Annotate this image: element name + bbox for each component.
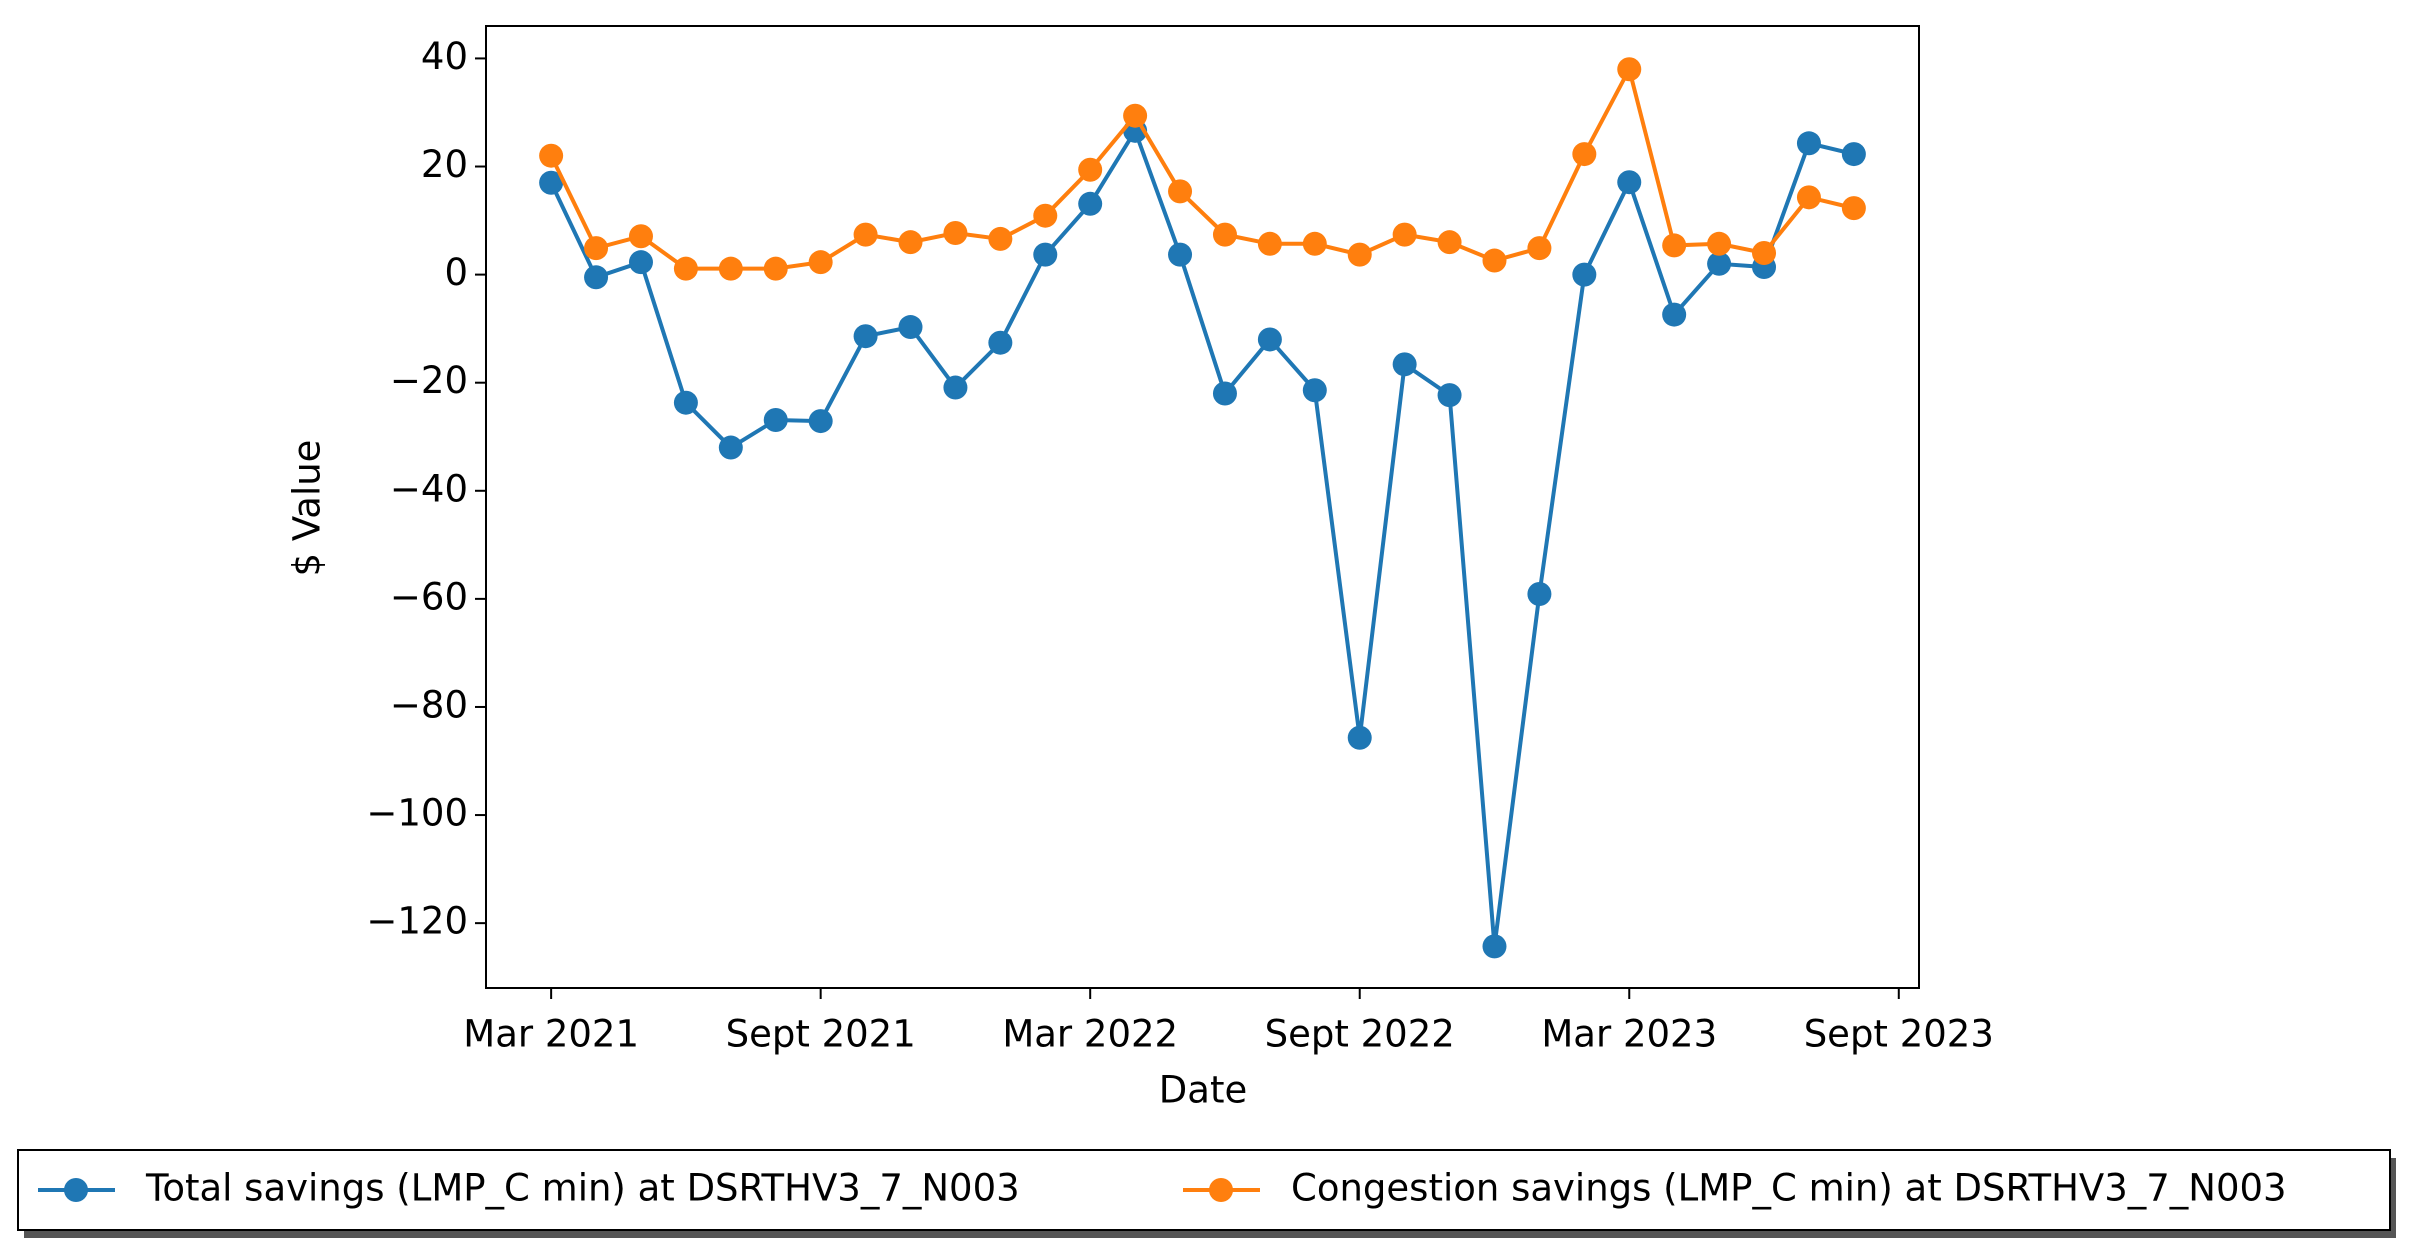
marker [1168,179,1193,204]
plot-frame [485,25,1920,989]
marker [628,250,653,275]
legend-marker [1209,1178,1233,1202]
series-line [549,126,1855,947]
marker [763,256,788,281]
marker [1572,142,1597,167]
marker [808,409,833,434]
marker [1662,233,1687,258]
x-tick-label: Sept 2022 [1265,1013,1455,1056]
marker [1347,242,1372,267]
y-tick-label: −60 [390,575,468,618]
marker [718,256,743,281]
marker [988,330,1013,355]
marker [1302,231,1327,256]
marker [1078,191,1103,216]
y-tick-label: 40 [421,35,468,78]
marker [1527,582,1552,607]
marker [1123,103,1148,128]
marker [1841,142,1866,167]
marker [1437,230,1462,255]
marker [1033,242,1058,267]
marker [763,407,788,432]
marker [1796,131,1821,156]
marker [898,230,923,255]
y-tick-label: −100 [366,792,468,835]
marker [1168,242,1193,267]
y-axis-label: $ Value [286,440,329,577]
marker [853,222,878,247]
x-tick-label: Sept 2023 [1804,1013,1994,1056]
x-tick-label: Mar 2023 [1541,1013,1717,1056]
marker [584,265,609,290]
marker [1257,327,1282,352]
x-axis-label: Date [1159,1069,1247,1112]
marker [1572,262,1597,287]
y-tick-label: −120 [366,900,468,943]
marker [718,435,743,460]
marker [539,170,564,195]
x-tick-label: Mar 2021 [463,1013,639,1056]
y-tick-label: 20 [421,143,468,186]
marker [808,250,833,275]
marker [1033,203,1058,228]
marker [1078,157,1103,182]
y-tick-label: 0 [444,251,468,294]
y-tick-label: −80 [390,683,468,726]
marker [943,375,968,400]
marker [1257,231,1282,256]
marker [1527,236,1552,261]
marker [1841,196,1866,221]
marker [988,226,1013,251]
marker [1752,240,1777,265]
marker [1796,185,1821,210]
y-tick-label: −20 [390,359,468,402]
series-line [549,63,1855,271]
legend-label: Congestion savings (LMP_C min) at DSRTHV… [1291,1167,2287,1210]
marker [1707,251,1732,276]
marker [1302,378,1327,403]
marker [1392,222,1417,247]
marker [673,256,698,281]
marker [943,220,968,245]
marker [1482,248,1507,273]
x-tick-label: Sept 2021 [726,1013,916,1056]
marker [1707,231,1732,256]
marker [539,143,564,168]
marker [628,224,653,249]
marker [1212,381,1237,406]
marker [1662,302,1687,327]
marker [673,390,698,415]
marker [853,324,878,349]
marker [1392,352,1417,377]
marker [898,315,923,340]
marker [1617,170,1642,195]
marker [1347,725,1372,750]
marker [1617,57,1642,82]
marker [1437,383,1462,408]
marker [584,236,609,261]
y-tick-label: −40 [390,467,468,510]
legend-marker [64,1178,88,1202]
marker [1212,222,1237,247]
x-tick-label: Mar 2022 [1002,1013,1178,1056]
marker [1482,934,1507,959]
legend-label: Total savings (LMP_C min) at DSRTHV3_7_N… [145,1167,1020,1210]
